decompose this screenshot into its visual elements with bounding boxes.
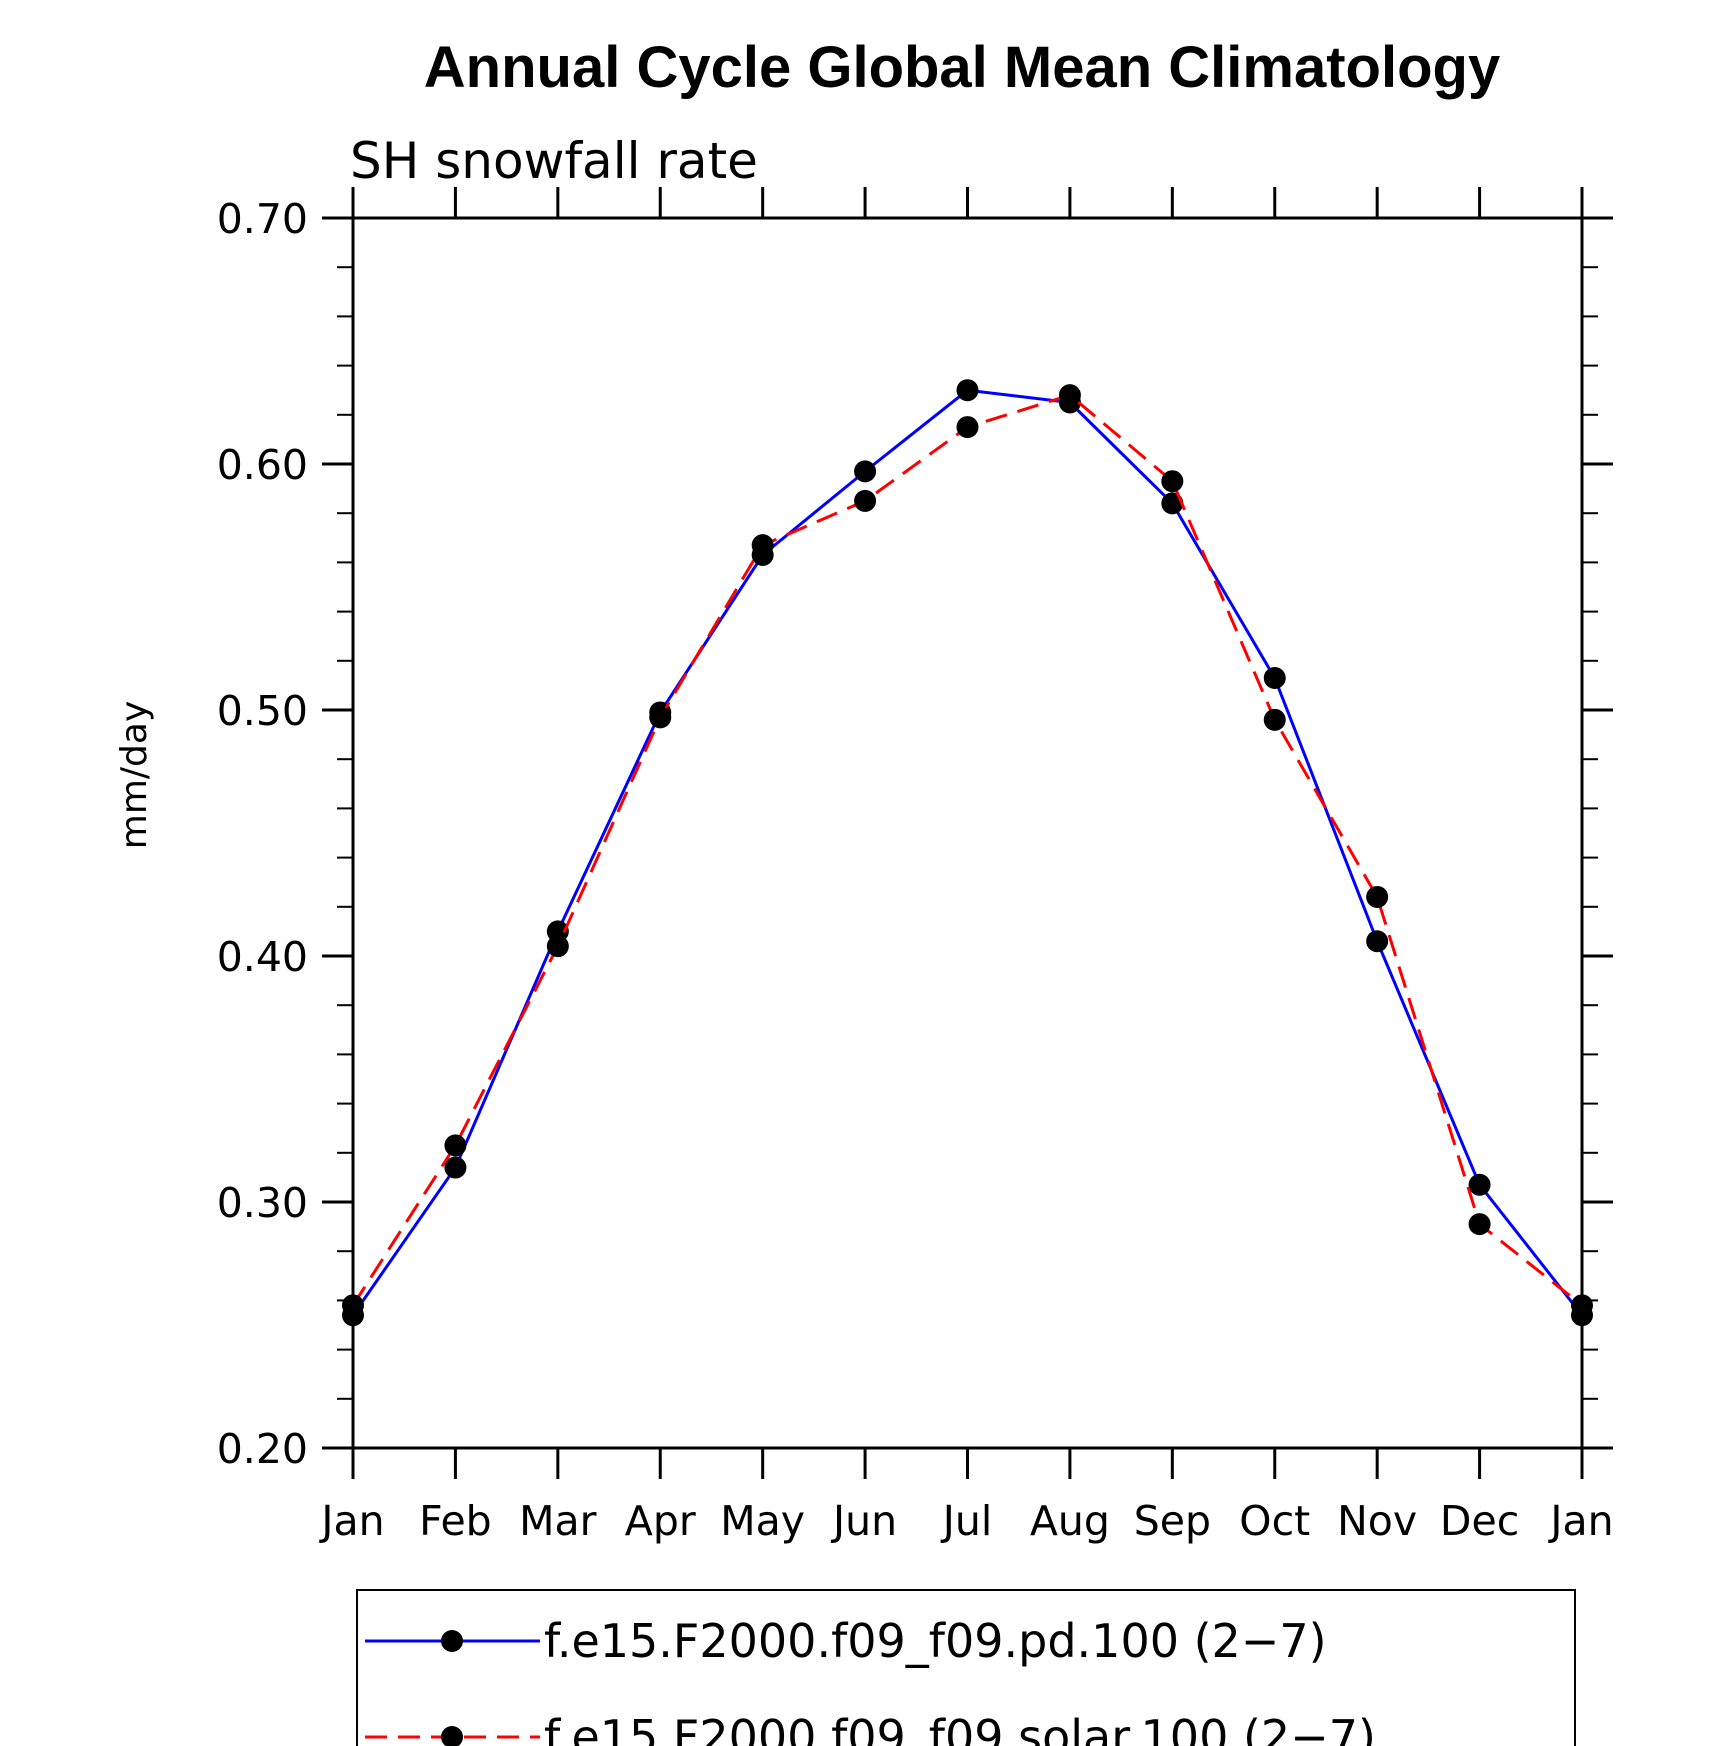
- data-point: [1161, 492, 1184, 515]
- data-point: [854, 460, 877, 483]
- chart-title: Annual Cycle Global Mean Climatology: [424, 35, 1500, 100]
- data-point: [1366, 885, 1389, 908]
- data-point: [1058, 384, 1081, 407]
- data-point: [649, 706, 672, 729]
- data-point: [444, 1156, 467, 1179]
- chart-subtitle: SH snowfall rate: [350, 132, 758, 190]
- y-tick-label: 0.70: [217, 195, 308, 243]
- data-point: [444, 1134, 467, 1157]
- x-tick-label: Dec: [1440, 1497, 1519, 1545]
- legend-item: f.e15.F2000.f09_f09.pd.100 (2−7): [365, 1614, 1327, 1668]
- data-point: [751, 534, 774, 557]
- x-tick-label: Jun: [830, 1497, 897, 1545]
- legend-label: f.e15.F2000.f09_f09.solar.100 (2−7): [544, 1710, 1376, 1746]
- y-tick-label: 0.20: [217, 1425, 308, 1473]
- data-point: [1263, 708, 1286, 731]
- y-tick-label: 0.40: [217, 933, 308, 981]
- x-tick-label: Jan: [1547, 1497, 1613, 1545]
- x-tick-label: Sep: [1134, 1497, 1211, 1545]
- x-tick-label: Jul: [940, 1497, 992, 1545]
- y-tick-label: 0.30: [217, 1179, 308, 1227]
- legend-marker: [441, 1630, 463, 1652]
- data-point: [1161, 470, 1184, 493]
- x-tick-label: Aug: [1030, 1497, 1110, 1545]
- data-point: [956, 379, 979, 402]
- series-line: [351, 388, 1584, 1317]
- series-2: [342, 384, 1593, 1317]
- x-tick-label: May: [720, 1497, 805, 1545]
- data-point: [956, 416, 979, 439]
- series-line: [351, 393, 1583, 1307]
- x-tick-label: Apr: [625, 1497, 696, 1545]
- series-1: [342, 379, 1593, 1327]
- y-axis-label: mm/day: [114, 701, 155, 849]
- x-tick-label: Nov: [1337, 1497, 1417, 1545]
- plot-frame: [351, 216, 1584, 1450]
- legend-item: f.e15.F2000.f09_f09.solar.100 (2−7): [365, 1710, 1376, 1746]
- axes: 0.20 0.30 0.40 0.50 0.60 0.70 Jan Feb Mar Apr May J…: [217, 187, 1614, 1545]
- legend-marker: [441, 1726, 463, 1746]
- legend: f.e15.F2000.f09_f09.pd.100 (2−7) f.e15.F2…: [356, 1589, 1576, 1746]
- legend-box: [356, 1589, 1576, 1746]
- x-tick-label: Mar: [519, 1497, 596, 1545]
- data-point: [1468, 1173, 1491, 1196]
- y-tick-label: 0.60: [217, 441, 308, 489]
- data-point: [1263, 667, 1286, 690]
- data-point: [1468, 1213, 1491, 1236]
- x-tick-label: Oct: [1239, 1497, 1310, 1545]
- x-tick-label: Jan: [318, 1497, 384, 1545]
- legend-label: f.e15.F2000.f09_f09.pd.100 (2−7): [544, 1614, 1327, 1668]
- x-tick-label: Feb: [419, 1497, 492, 1545]
- series-layer: [342, 379, 1593, 1327]
- data-point: [546, 935, 569, 958]
- data-point: [342, 1294, 364, 1317]
- data-point: [1366, 930, 1389, 953]
- data-point: [1571, 1294, 1593, 1317]
- data-point: [854, 489, 877, 512]
- y-tick-label: 0.50: [217, 687, 308, 735]
